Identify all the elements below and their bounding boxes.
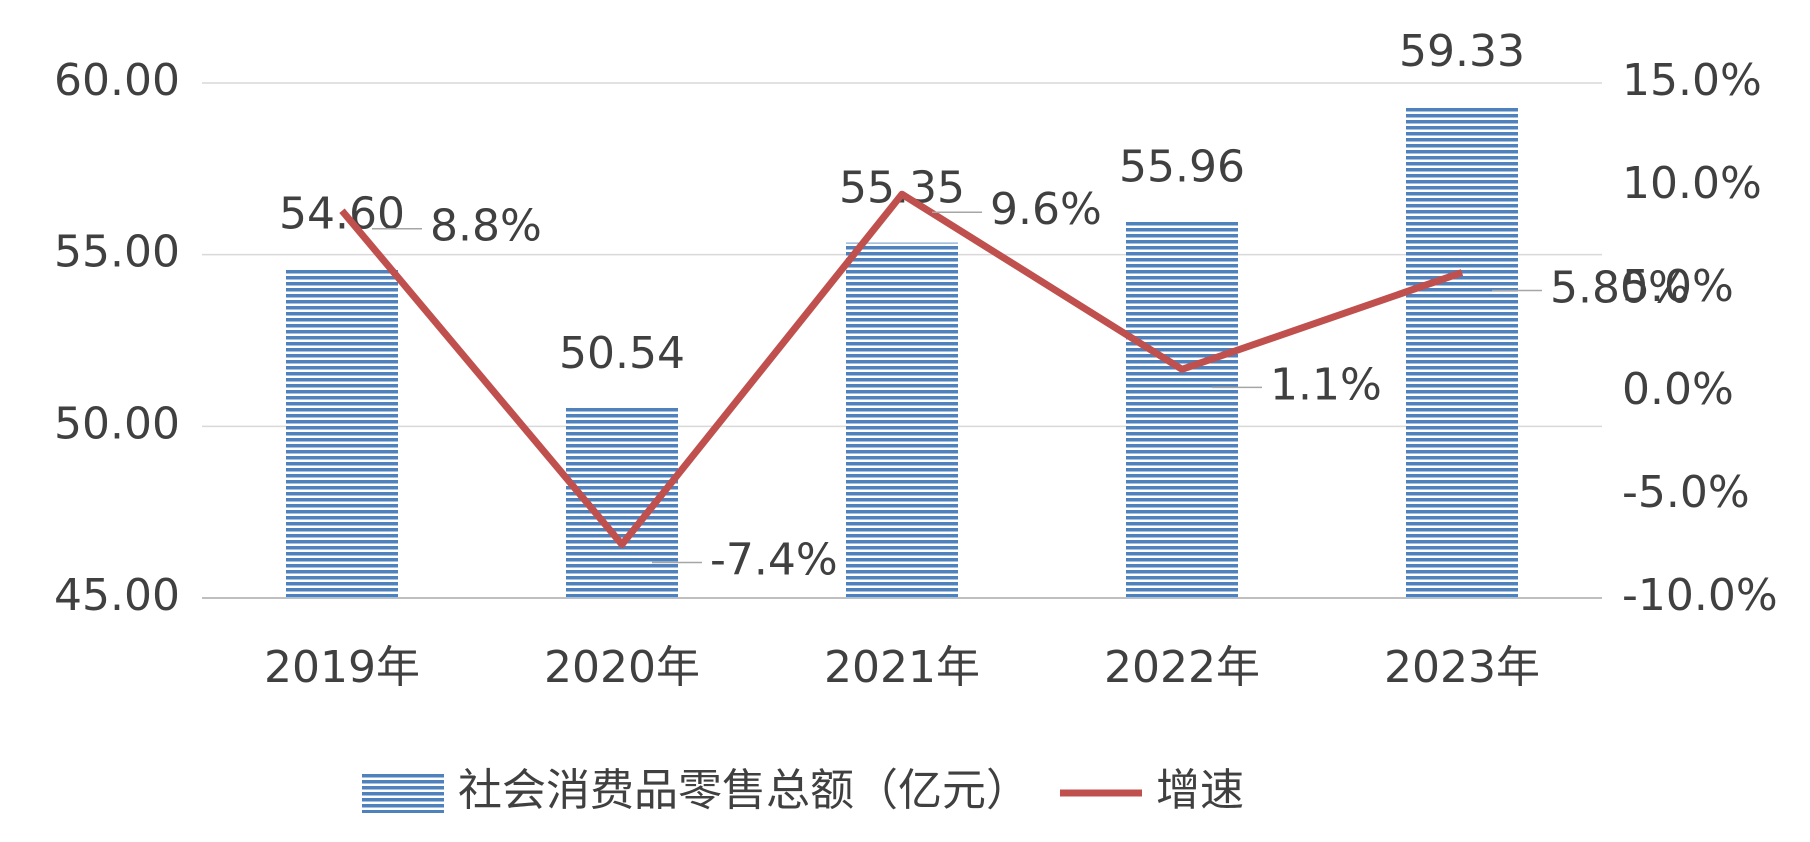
y-tick-label: 50.00	[54, 398, 180, 449]
y2-tick-label: 10.0%	[1622, 158, 1762, 209]
bar	[286, 268, 398, 598]
bar-value-label: 55.35	[839, 163, 965, 214]
x-tick-label: 2022年	[1104, 642, 1260, 693]
line-value-label: 1.1%	[1270, 359, 1382, 410]
y2-tick-label: 5.0%	[1622, 261, 1734, 312]
y-tick-label: 45.00	[54, 570, 180, 621]
y2-tick-label: 0.0%	[1622, 364, 1734, 415]
y2-tick-label: -10.0%	[1622, 570, 1778, 621]
line	[339, 190, 1464, 548]
legend-swatch	[362, 773, 444, 813]
line-value-label: 5.80%	[1550, 263, 1690, 314]
legend-label: 社会消费品零售总额（亿元）	[458, 765, 1030, 816]
x-tick-label: 2021年	[824, 642, 980, 693]
bar	[1126, 221, 1238, 598]
y2-tick-label: 15.0%	[1622, 55, 1762, 106]
line-value-label: 9.6%	[990, 184, 1102, 235]
x-tick-label: 2019年	[264, 642, 420, 693]
bar	[846, 242, 958, 598]
line-value-label: -7.4%	[710, 534, 838, 585]
bar-value-label: 59.33	[1399, 26, 1525, 77]
x-tick-label: 2020年	[544, 642, 700, 693]
bar-value-label: 55.96	[1119, 142, 1245, 193]
y2-tick-label: -5.0%	[1622, 467, 1750, 518]
legend-label: 增速	[1156, 765, 1244, 816]
bar-value-label: 50.54	[559, 328, 685, 379]
line-value-label: 8.8%	[430, 201, 542, 252]
x-tick-label: 2023年	[1384, 642, 1540, 693]
y-tick-label: 55.00	[54, 227, 180, 278]
bar	[1406, 106, 1518, 599]
y-tick-label: 60.00	[54, 55, 180, 106]
